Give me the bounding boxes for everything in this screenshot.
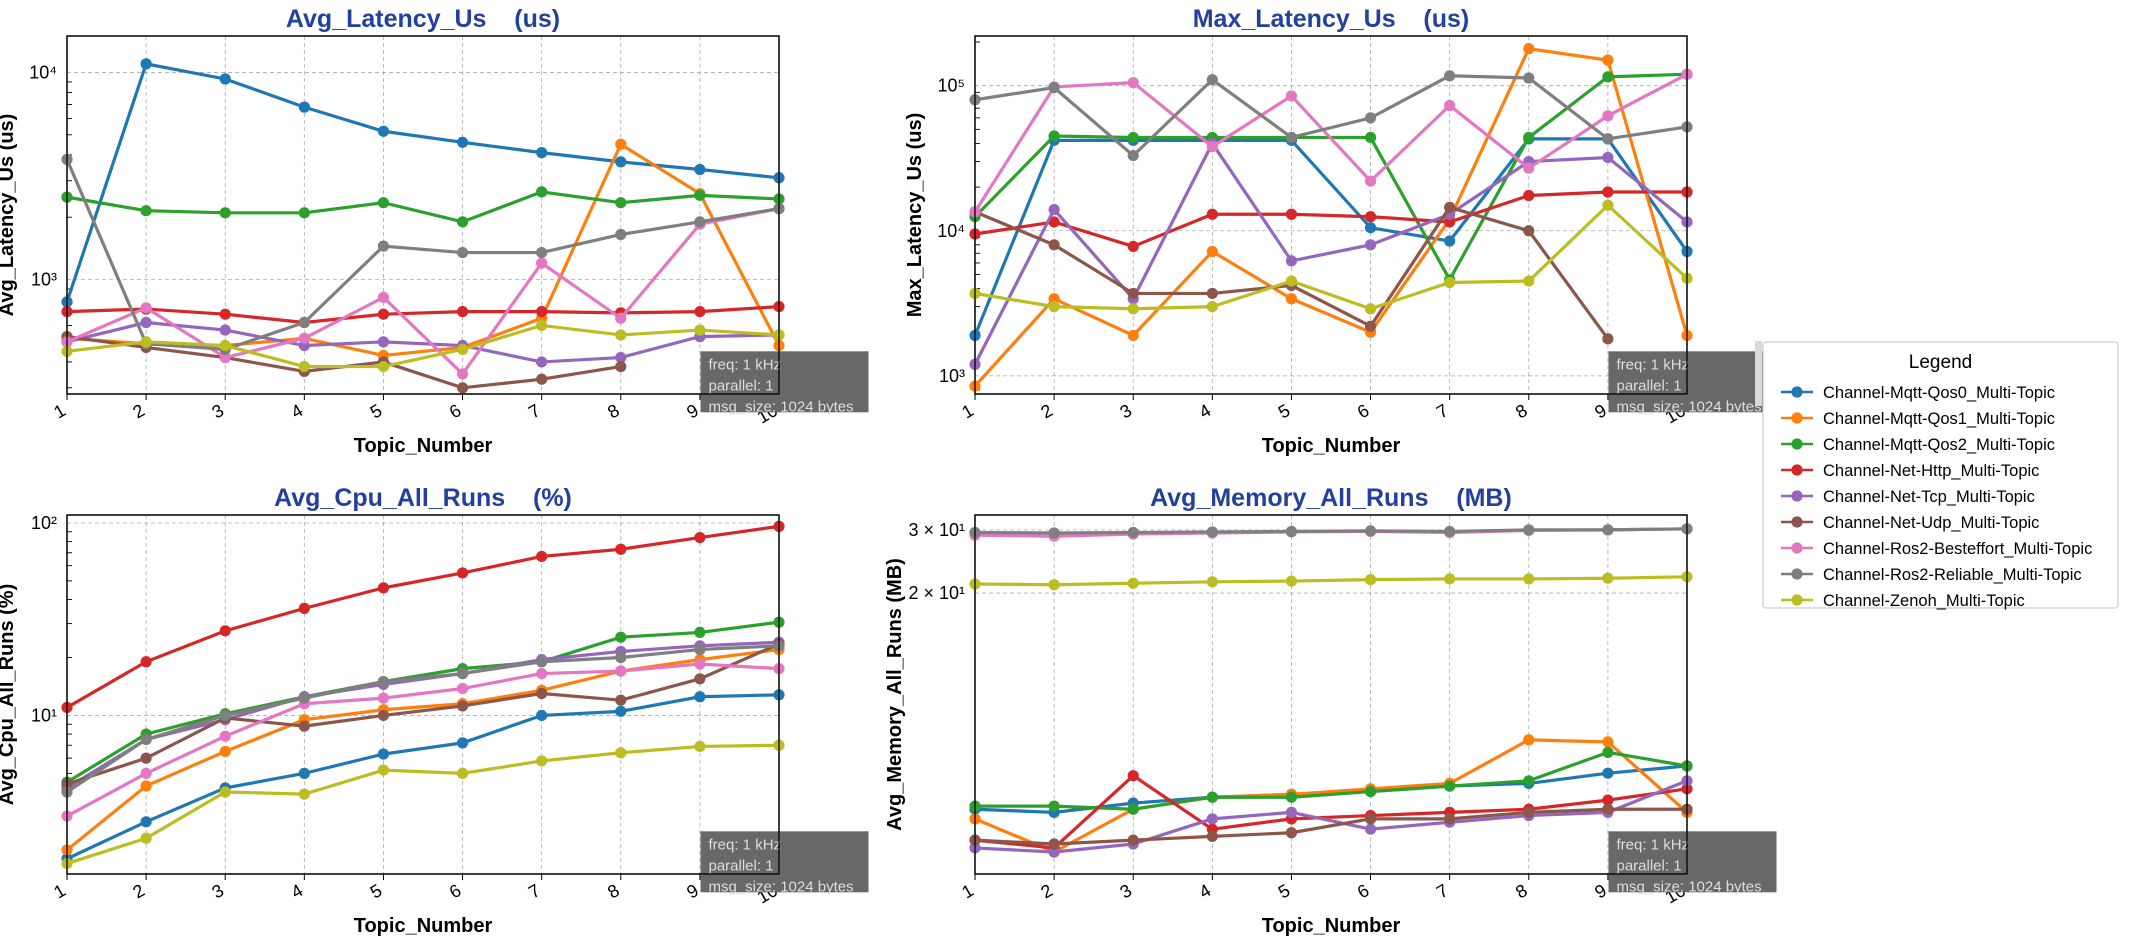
svg-text:Avg_Cpu_All_Runs (%): Avg_Cpu_All_Runs (%) xyxy=(0,584,18,806)
svg-text:Avg_Memory_All_Runs (MB): Avg_Memory_All_Runs (MB) xyxy=(884,558,906,831)
svg-text:Channel-Mqtt-Qos2_Multi-Topic: Channel-Mqtt-Qos2_Multi-Topic xyxy=(1823,436,2055,454)
svg-text:msg_size: 1024 bytes: msg_size: 1024 bytes xyxy=(1617,398,1762,415)
svg-text:freq: 1 kHz: freq: 1 kHz xyxy=(1617,836,1690,853)
svg-text:Max_Latency_Us (us): Max_Latency_Us (us) xyxy=(1193,5,1470,33)
svg-text:Topic_Number: Topic_Number xyxy=(354,435,493,457)
svg-text:10⁵: 10⁵ xyxy=(938,76,965,96)
svg-text:Channel-Ros2-Reliable_Multi-To: Channel-Ros2-Reliable_Multi-Topic xyxy=(1823,566,2082,584)
svg-text:10⁴: 10⁴ xyxy=(937,221,965,241)
svg-text:parallel: 1: parallel: 1 xyxy=(1617,857,1682,874)
svg-text:parallel: 1: parallel: 1 xyxy=(709,377,774,394)
svg-text:Channel-Net-Tcp_Multi-Topic: Channel-Net-Tcp_Multi-Topic xyxy=(1823,488,2035,506)
svg-text:10²: 10² xyxy=(31,513,57,533)
svg-text:Avg_Cpu_All_Runs (%): Avg_Cpu_All_Runs (%) xyxy=(274,484,572,512)
svg-text:parallel: 1: parallel: 1 xyxy=(709,857,774,874)
svg-text:Channel-Net-Udp_Multi-Topic: Channel-Net-Udp_Multi-Topic xyxy=(1823,514,2039,532)
svg-text:Topic_Number: Topic_Number xyxy=(354,915,493,936)
svg-text:Channel-Mqtt-Qos1_Multi-Topic: Channel-Mqtt-Qos1_Multi-Topic xyxy=(1823,410,2055,428)
svg-text:msg_size: 1024 bytes: msg_size: 1024 bytes xyxy=(709,878,854,895)
svg-text:Channel-Ros2-Besteffort_Multi-: Channel-Ros2-Besteffort_Multi-Topic xyxy=(1823,540,2092,558)
svg-text:Topic_Number: Topic_Number xyxy=(1262,435,1401,457)
svg-text:Channel-Mqtt-Qos0_Multi-Topic: Channel-Mqtt-Qos0_Multi-Topic xyxy=(1823,384,2055,402)
svg-text:msg_size: 1024 bytes: msg_size: 1024 bytes xyxy=(709,398,854,415)
svg-text:Avg_Latency_Us (us): Avg_Latency_Us (us) xyxy=(0,114,18,317)
svg-text:parallel: 1: parallel: 1 xyxy=(1617,377,1682,394)
svg-text:10⁴: 10⁴ xyxy=(29,62,57,82)
svg-text:3 × 10¹: 3 × 10¹ xyxy=(908,520,965,540)
svg-text:Avg_Memory_All_Runs (MB): Avg_Memory_All_Runs (MB) xyxy=(1150,484,1512,512)
svg-text:Legend: Legend xyxy=(1909,352,1972,373)
svg-text:10¹: 10¹ xyxy=(31,705,57,725)
svg-text:Avg_Latency_Us (us): Avg_Latency_Us (us) xyxy=(286,5,560,33)
svg-text:Max_Latency_Us (us): Max_Latency_Us (us) xyxy=(904,113,926,318)
svg-text:10³: 10³ xyxy=(939,366,965,386)
svg-text:Channel-Net-Http_Multi-Topic: Channel-Net-Http_Multi-Topic xyxy=(1823,462,2039,480)
svg-text:10³: 10³ xyxy=(31,270,57,290)
svg-text:freq: 1 kHz: freq: 1 kHz xyxy=(709,836,782,853)
svg-text:2 × 10¹: 2 × 10¹ xyxy=(908,583,965,603)
svg-text:Topic_Number: Topic_Number xyxy=(1262,915,1401,936)
svg-text:freq: 1 kHz: freq: 1 kHz xyxy=(709,356,782,373)
svg-text:freq: 1 kHz: freq: 1 kHz xyxy=(1617,356,1690,373)
svg-text:msg_size: 1024 bytes: msg_size: 1024 bytes xyxy=(1617,878,1762,895)
svg-text:Channel-Zenoh_Multi-Topic: Channel-Zenoh_Multi-Topic xyxy=(1823,592,2025,610)
